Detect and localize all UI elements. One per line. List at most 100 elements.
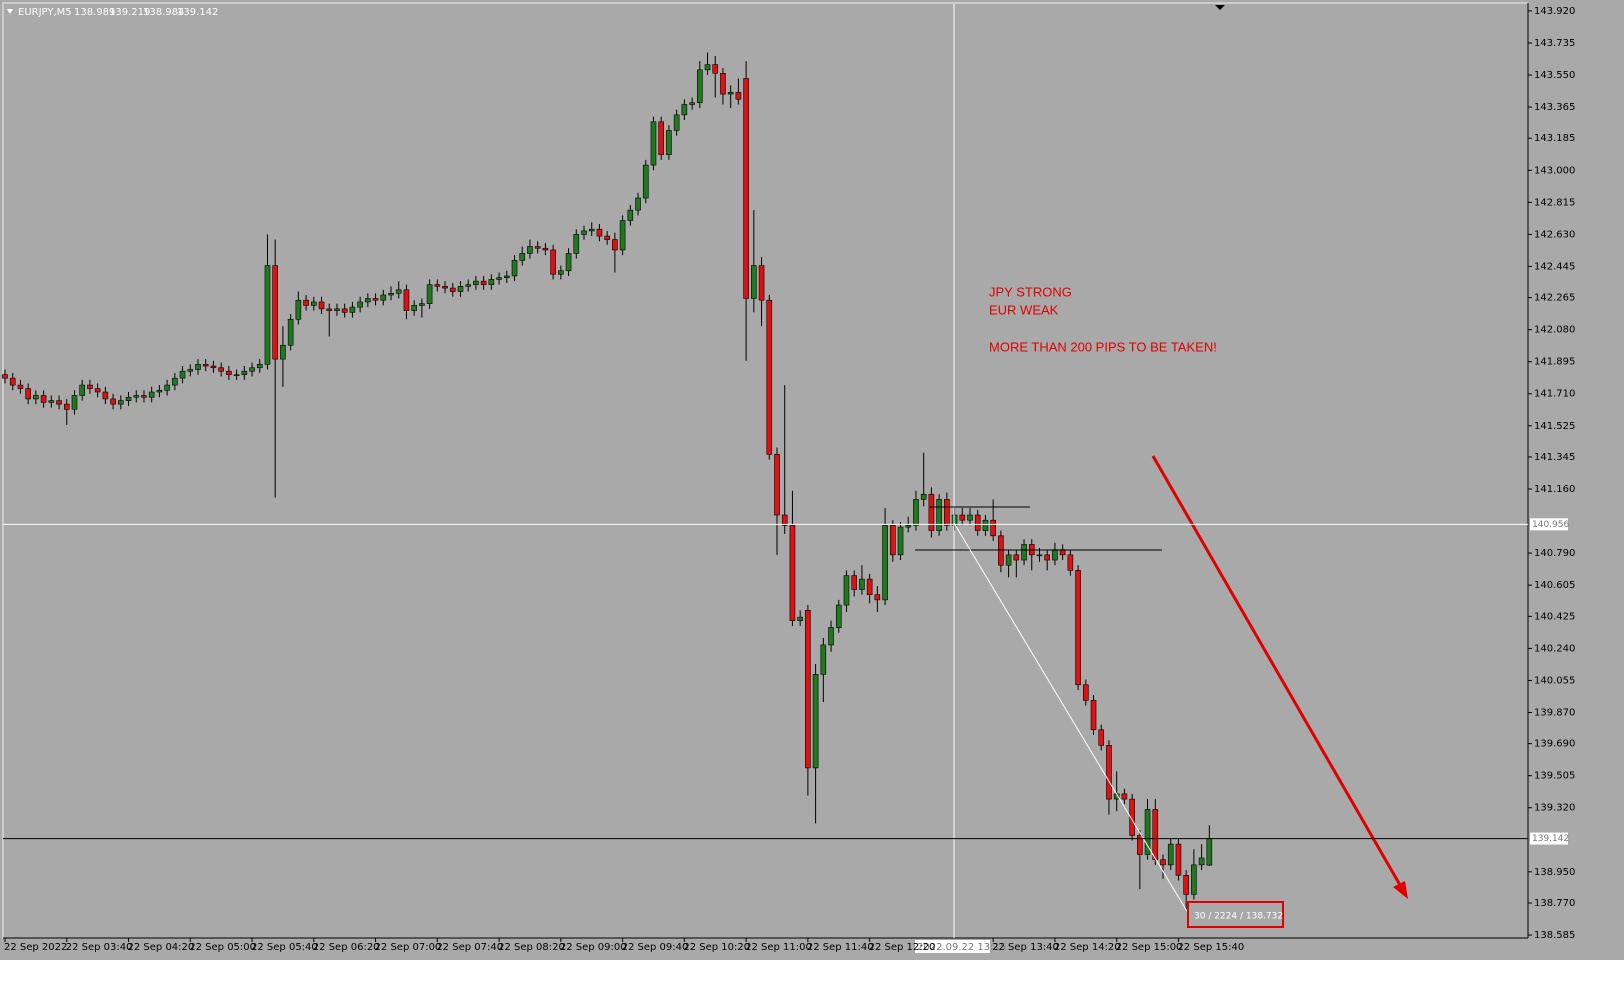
bid-label: 139.142 [1532, 834, 1569, 844]
annotation: JPY STRONG [989, 284, 1072, 299]
candle-body [457, 286, 464, 292]
x-tick-label: 22 Sep 05:40 [251, 942, 318, 953]
x-tick-label: 22 Sep 04:20 [128, 942, 195, 953]
candle-body [1098, 729, 1105, 746]
candle-body [25, 388, 31, 400]
background [0, 0, 1624, 960]
candle-body [496, 277, 502, 280]
candle-body [226, 370, 232, 375]
candle-body [473, 280, 479, 285]
candle-body [56, 400, 62, 405]
candle-body [805, 609, 811, 769]
candle-body [310, 301, 317, 306]
candle-body [241, 370, 248, 375]
candle-body [774, 454, 780, 516]
candle-body [1152, 809, 1159, 861]
candle-body [1005, 554, 1012, 566]
candle-body [372, 298, 379, 301]
candle-body [1121, 793, 1128, 800]
x-tick-label: 22 Sep 13:40 [992, 942, 1059, 953]
arrow-head [1393, 881, 1408, 899]
candle-body [619, 220, 626, 251]
candle-body [511, 260, 518, 277]
candle-body [1175, 843, 1182, 876]
x-tick-label: 22 Sep 06:20 [313, 942, 380, 953]
crosshair-price: 140.956 [1532, 520, 1569, 530]
candle-body [789, 525, 796, 621]
candle-body [218, 367, 224, 372]
x-tick-label: 22 Sep 11:00 [745, 942, 812, 953]
y-tick-label: 143.920 [1534, 6, 1575, 17]
ruler-box [1187, 901, 1284, 928]
candle-body [256, 363, 263, 369]
ruler-line [953, 522, 1189, 914]
candle-body [48, 400, 55, 403]
y-tick-label: 139.690 [1534, 739, 1575, 750]
y-tick-label: 142.265 [1534, 293, 1575, 304]
candle-body [40, 395, 47, 403]
candle-body [527, 246, 533, 254]
candle-body [118, 400, 124, 405]
candle-body [905, 525, 912, 528]
y-tick-label: 139.870 [1534, 707, 1575, 718]
candle-body [550, 249, 556, 275]
candle-body [604, 235, 610, 240]
candle-body [936, 499, 942, 531]
x-tick-label: 22 Sep 11:40 [807, 942, 874, 953]
candle-body [426, 284, 433, 304]
candle-body [87, 384, 93, 389]
candle-body [411, 305, 417, 311]
candle-body [1021, 544, 1027, 561]
candle-body [812, 674, 819, 769]
candle-body [581, 230, 587, 235]
candle-body [928, 493, 935, 531]
candle-body [974, 514, 981, 531]
candle-body [1144, 809, 1151, 855]
candle-body [133, 395, 140, 398]
candle-body [2, 374, 8, 379]
candle-body [944, 499, 950, 526]
candle-body [172, 377, 178, 386]
candle-body [210, 365, 217, 369]
candle-body [573, 234, 580, 254]
candle-body [959, 514, 966, 521]
ohlc-high: 139.219 [109, 7, 150, 18]
candle-body [395, 289, 402, 294]
candle-body [280, 344, 286, 360]
candle-body [341, 308, 348, 313]
symbol: EURJPY,M5 [18, 7, 72, 18]
candle-body [156, 389, 163, 393]
candle-body [588, 228, 595, 232]
y-tick-label: 141.160 [1534, 484, 1575, 495]
candle-body [264, 265, 271, 365]
candle-body [967, 514, 973, 521]
candle-body [781, 514, 788, 526]
candle-body [380, 294, 387, 301]
candle-body [712, 64, 719, 74]
candle-body [1083, 684, 1089, 701]
candle-body [1090, 700, 1097, 731]
candle-body [102, 391, 109, 400]
ohlc-open: 138.989 [74, 7, 115, 18]
candle-body [998, 535, 1004, 566]
x-tick-label: 22 Sep 2022 [4, 942, 67, 953]
x-tick-label: 22 Sep 15:00 [1116, 942, 1183, 953]
ruler-label: 30 / 2224 / 138.732 [1194, 912, 1283, 922]
candle-body [704, 64, 711, 71]
y-tick-label: 142.445 [1534, 261, 1575, 272]
x-tick-label: 22 Sep 09:00 [560, 942, 627, 953]
candle-body [820, 644, 827, 675]
candle-body [866, 578, 873, 595]
candle-body [1137, 835, 1143, 855]
candle-body [519, 253, 526, 261]
menu-triangle [7, 9, 13, 14]
candle-body [650, 121, 657, 166]
candle-body [295, 299, 302, 320]
candle-body [565, 253, 572, 272]
x-tick-label: 22 Sep 07:40 [436, 942, 503, 953]
candle-body [71, 395, 78, 410]
candle-body [110, 398, 116, 405]
candle-body [751, 265, 757, 299]
